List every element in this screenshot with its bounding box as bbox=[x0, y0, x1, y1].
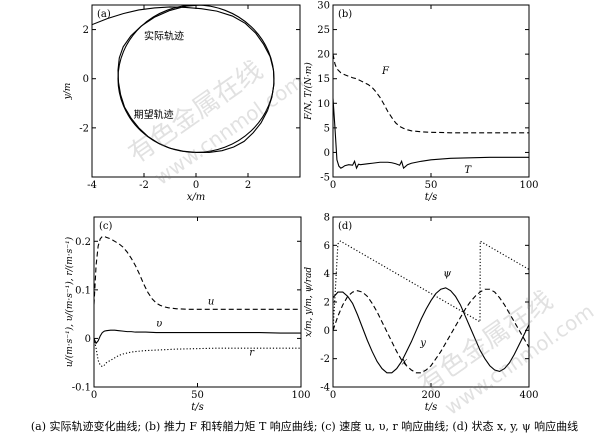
y-tick-label: 0 bbox=[324, 148, 330, 159]
y-tick-label: 0 bbox=[83, 74, 89, 85]
series-group bbox=[333, 240, 529, 374]
panel-label: (b) bbox=[338, 9, 352, 20]
x-tick-label: 100 bbox=[291, 390, 310, 401]
x-axis-label: t/s bbox=[425, 192, 438, 203]
panel-a: -4 -2 0 2 -2 0 2 x/m y/m (a) bbox=[63, 4, 301, 203]
series-group bbox=[94, 235, 301, 368]
series-line-F bbox=[333, 54, 529, 134]
figure-caption: (a) 实际轨迹变化曲线; (b) 推力 F 和转艏力矩 T 响应曲线; (c)… bbox=[30, 420, 579, 433]
y-tick-label: 25 bbox=[317, 25, 330, 36]
y-tick-label: -2 bbox=[320, 354, 330, 365]
y-axis-label: F/N, T/(N·m) bbox=[303, 62, 314, 121]
series-line-u bbox=[94, 235, 301, 310]
x-tick-label: 0 bbox=[91, 390, 97, 401]
y-tick-label: 0 bbox=[85, 334, 91, 345]
y-tick-label: -0.1 bbox=[72, 383, 91, 394]
panel-d: 0 200 400 -4 -2 0 2 4 6 8 t/s x/m, y/m, ψ/rad (d) bbox=[304, 213, 539, 414]
y-tick-label: 4 bbox=[324, 269, 330, 280]
series-line-x bbox=[333, 287, 529, 374]
panel-label: (a) bbox=[97, 9, 111, 20]
x-tick-label: 200 bbox=[421, 390, 440, 401]
panel-label: (d) bbox=[338, 221, 352, 232]
y-axis-label: x/m, y/m, ψ/rad bbox=[304, 267, 314, 337]
x-tick-label: 50 bbox=[425, 180, 438, 191]
series-line-T bbox=[333, 98, 529, 170]
x-tick-label: 0 bbox=[330, 180, 336, 191]
x-axis-label: x/m bbox=[187, 192, 206, 203]
y-tick-label: 0.2 bbox=[75, 237, 91, 248]
x-tick-label: -4 bbox=[87, 180, 97, 191]
plot-frame bbox=[332, 4, 530, 178]
y-tick-label: 5 bbox=[324, 123, 330, 134]
x-axis-label: t/s bbox=[425, 402, 438, 413]
panel-label: (c) bbox=[99, 221, 113, 232]
y-tick-label: 15 bbox=[317, 74, 330, 85]
y-tick-label: 0 bbox=[324, 326, 330, 337]
series-group bbox=[92, 5, 275, 153]
x-tick-label: 0 bbox=[330, 390, 336, 401]
series-line-desired-trajectory bbox=[117, 5, 275, 153]
x-tick-label: 2 bbox=[245, 180, 251, 191]
y-tick-label: 0.1 bbox=[75, 285, 91, 296]
series-group bbox=[333, 54, 529, 170]
y-tick-label: -2 bbox=[79, 123, 89, 134]
plot-frame bbox=[332, 216, 530, 388]
y-tick-label: 10 bbox=[317, 99, 330, 110]
series-line-r bbox=[94, 338, 301, 368]
y-tick-label: 30 bbox=[317, 1, 330, 12]
y-axis-label: u/(m·s⁻¹), υ/(m·s⁻¹), r/(m·s⁻¹) bbox=[64, 236, 75, 367]
y-axis-label: y/m bbox=[63, 83, 73, 101]
y-tick-label: 2 bbox=[83, 25, 89, 36]
y-tick-label: -4 bbox=[320, 383, 330, 394]
series-label-x: x bbox=[402, 356, 408, 367]
x-tick-label: 50 bbox=[191, 390, 204, 401]
x-tick-label: 100 bbox=[519, 180, 538, 191]
plot-frame bbox=[91, 4, 301, 178]
series-label-y: y bbox=[419, 338, 426, 349]
series-label-r: r bbox=[249, 347, 255, 358]
series-label-psi: ψ bbox=[443, 269, 451, 280]
y-tick-label: 2 bbox=[324, 298, 330, 309]
y-tick-label: -5 bbox=[320, 173, 330, 184]
series-label-u: u bbox=[208, 296, 214, 307]
y-tick-label: 6 bbox=[324, 241, 330, 252]
y-tick-label: 8 bbox=[324, 213, 330, 224]
x-tick-label: 0 bbox=[193, 180, 199, 191]
x-tick-label: 400 bbox=[519, 390, 538, 401]
series-line-y bbox=[333, 288, 529, 374]
plot-frame bbox=[93, 216, 302, 388]
series-label-T: T bbox=[464, 165, 472, 176]
series-line-ψ bbox=[333, 240, 529, 331]
panel-c: 0 50 100-0.100.10.2t/su/(m·s⁻¹), υ/(m·s⁻¹)… bbox=[64, 216, 311, 413]
annotation-actual-trajectory: 实际轨迹 bbox=[144, 29, 184, 42]
series-line-υ bbox=[94, 329, 301, 345]
x-tick-label: -2 bbox=[139, 180, 149, 191]
series-label-v: υ bbox=[156, 318, 162, 329]
series-line-实际轨迹 bbox=[92, 5, 275, 153]
annotation-desired-trajectory: 期望轨迹 bbox=[134, 108, 174, 121]
x-axis-label: t/s bbox=[191, 402, 204, 413]
y-tick-label: 20 bbox=[317, 50, 330, 61]
series-label-F: F bbox=[381, 66, 390, 77]
